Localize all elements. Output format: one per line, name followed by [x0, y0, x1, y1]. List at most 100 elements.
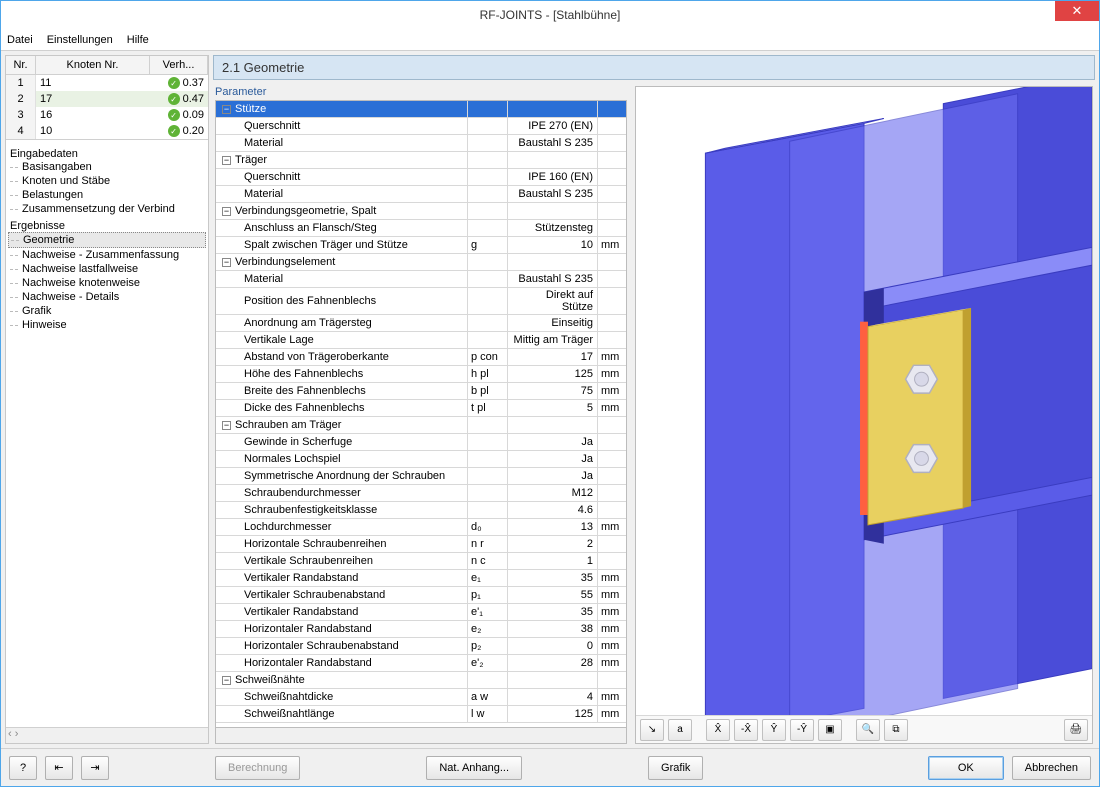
prev-button[interactable]: ⇤	[45, 756, 73, 780]
param-group[interactable]: −Stütze	[216, 101, 626, 118]
tree-item[interactable]: Grafik	[8, 304, 206, 318]
help-button[interactable]: ?	[9, 756, 37, 780]
param-value[interactable]: 35	[508, 604, 598, 620]
param-value[interactable]: Baustahl S 235	[508, 135, 598, 151]
tree-item[interactable]: Basisangaben	[8, 160, 206, 174]
param-scrollbar-x[interactable]	[215, 728, 627, 744]
param-row[interactable]: Anordnung am TrägerstegEinseitig	[216, 315, 626, 332]
cancel-button[interactable]: Abbrechen	[1012, 756, 1091, 780]
param-row[interactable]: Abstand von Trägeroberkantep con17mm	[216, 349, 626, 366]
viewer-tool-button[interactable]: ↘	[640, 719, 664, 741]
collapse-icon[interactable]: −	[222, 421, 231, 430]
viewer-tool-button[interactable]: -Ŷ	[790, 719, 814, 741]
nt-header-nr[interactable]: Nr.	[6, 56, 36, 74]
viewer-tool-button[interactable]: ⧉	[884, 719, 908, 741]
param-row[interactable]: Schraubenfestigkeitsklasse4.6	[216, 502, 626, 519]
tree-item[interactable]: Knoten und Stäbe	[8, 174, 206, 188]
param-value[interactable]: 17	[508, 349, 598, 365]
tree-item[interactable]: Nachweise knotenweise	[8, 276, 206, 290]
param-row[interactable]: Position des FahnenblechsDirekt auf Stüt…	[216, 288, 626, 315]
param-row[interactable]: Horizontale Schraubenreihenn r2	[216, 536, 626, 553]
param-row[interactable]: Vertikaler Randabstande'₁35mm	[216, 604, 626, 621]
param-group[interactable]: −Träger	[216, 152, 626, 169]
param-value[interactable]: IPE 270 (EN)	[508, 118, 598, 134]
param-row[interactable]: MaterialBaustahl S 235	[216, 186, 626, 203]
param-row[interactable]: Lochdurchmesserd₀13mm	[216, 519, 626, 536]
tree-item[interactable]: Nachweise - Details	[8, 290, 206, 304]
parameter-grid[interactable]: −StützeQuerschnittIPE 270 (EN)MaterialBa…	[215, 100, 627, 728]
menu-file[interactable]: Datei	[7, 34, 33, 46]
param-row[interactable]: QuerschnittIPE 160 (EN)	[216, 169, 626, 186]
tree-item[interactable]: Nachweise - Zusammenfassung	[8, 248, 206, 262]
param-value[interactable]: 10	[508, 237, 598, 253]
param-value[interactable]: 13	[508, 519, 598, 535]
viewer-tool-button[interactable]: -X̂	[734, 719, 758, 741]
param-value[interactable]: Baustahl S 235	[508, 186, 598, 202]
param-row[interactable]: Vertikale LageMittig am Träger	[216, 332, 626, 349]
param-row[interactable]: Höhe des Fahnenblechsh pl125mm	[216, 366, 626, 383]
param-row[interactable]: Horizontaler Schraubenabstandp₂0mm	[216, 638, 626, 655]
nt-header-knoten[interactable]: Knoten Nr.	[36, 56, 150, 74]
param-group[interactable]: −Verbindungsgeometrie, Spalt	[216, 203, 626, 220]
collapse-icon[interactable]: −	[222, 258, 231, 267]
tree-item[interactable]: Geometrie	[8, 232, 206, 248]
param-row[interactable]: SchraubendurchmesserM12	[216, 485, 626, 502]
collapse-icon[interactable]: −	[222, 207, 231, 216]
param-value[interactable]: 125	[508, 366, 598, 382]
param-value[interactable]: Ja	[508, 451, 598, 467]
param-row[interactable]: Spalt zwischen Träger und Stützeg10mm	[216, 237, 626, 254]
param-value[interactable]: 4	[508, 689, 598, 705]
menu-help[interactable]: Hilfe	[127, 34, 149, 46]
param-row[interactable]: Schweißnahtlängel w125mm	[216, 706, 626, 723]
param-row[interactable]: Vertikale Schraubenreihenn c1	[216, 553, 626, 570]
param-value[interactable]: 75	[508, 383, 598, 399]
tree-item[interactable]: Belastungen	[8, 188, 206, 202]
param-value[interactable]: Direkt auf Stütze	[508, 288, 598, 314]
param-value[interactable]: 38	[508, 621, 598, 637]
grafik-button[interactable]: Grafik	[648, 756, 703, 780]
tree-item[interactable]: Nachweise lastfallweise	[8, 262, 206, 276]
viewer-tool-button[interactable]: Ŷ	[762, 719, 786, 741]
param-group[interactable]: −Schweißnähte	[216, 672, 626, 689]
param-row[interactable]: Vertikaler Schraubenabstandp₁55mm	[216, 587, 626, 604]
param-value[interactable]: Baustahl S 235	[508, 271, 598, 287]
nat-anhang-button[interactable]: Nat. Anhang...	[426, 756, 522, 780]
param-row[interactable]: Schweißnahtdickea w4mm	[216, 689, 626, 706]
param-row[interactable]: Normales LochspielJa	[216, 451, 626, 468]
tree-item[interactable]: Zusammensetzung der Verbind	[8, 202, 206, 216]
param-row[interactable]: MaterialBaustahl S 235	[216, 271, 626, 288]
close-button[interactable]: ✕	[1055, 1, 1099, 21]
param-value[interactable]: IPE 160 (EN)	[508, 169, 598, 185]
param-row[interactable]: Anschluss an Flansch/StegStützensteg	[216, 220, 626, 237]
viewer-tool-button[interactable]: a	[668, 719, 692, 741]
param-value[interactable]: M12	[508, 485, 598, 501]
param-row[interactable]: QuerschnittIPE 270 (EN)	[216, 118, 626, 135]
param-value[interactable]: 1	[508, 553, 598, 569]
param-row[interactable]: Dicke des Fahnenblechst pl5mm	[216, 400, 626, 417]
menu-settings[interactable]: Einstellungen	[47, 34, 113, 46]
param-group[interactable]: −Schrauben am Träger	[216, 417, 626, 434]
viewer-tool-button[interactable]: 🔍	[856, 719, 880, 741]
param-row[interactable]: Vertikaler Randabstande₁35mm	[216, 570, 626, 587]
param-value[interactable]: 0	[508, 638, 598, 654]
next-button[interactable]: ⇥	[81, 756, 109, 780]
param-value[interactable]: 28	[508, 655, 598, 671]
nt-header-verh[interactable]: Verh...	[150, 56, 208, 74]
print-button[interactable]: 🖨	[1064, 719, 1088, 741]
calc-button[interactable]: Berechnung	[215, 756, 300, 780]
ok-button[interactable]: OK	[928, 756, 1004, 780]
collapse-icon[interactable]: −	[222, 105, 231, 114]
param-value[interactable]: 35	[508, 570, 598, 586]
left-scrollbar-x[interactable]	[6, 727, 208, 743]
param-value[interactable]: 5	[508, 400, 598, 416]
collapse-icon[interactable]: −	[222, 676, 231, 685]
param-value[interactable]: 4.6	[508, 502, 598, 518]
param-value[interactable]: Mittig am Träger	[508, 332, 598, 348]
param-value[interactable]: 2	[508, 536, 598, 552]
param-row[interactable]: MaterialBaustahl S 235	[216, 135, 626, 152]
param-row[interactable]: Symmetrische Anordnung der SchraubenJa	[216, 468, 626, 485]
viewer-tool-button[interactable]: X̂	[706, 719, 730, 741]
param-row[interactable]: Horizontaler Randabstande₂38mm	[216, 621, 626, 638]
node-row[interactable]: 316✓0.09	[6, 107, 208, 123]
tree-item[interactable]: Hinweise	[8, 318, 206, 332]
